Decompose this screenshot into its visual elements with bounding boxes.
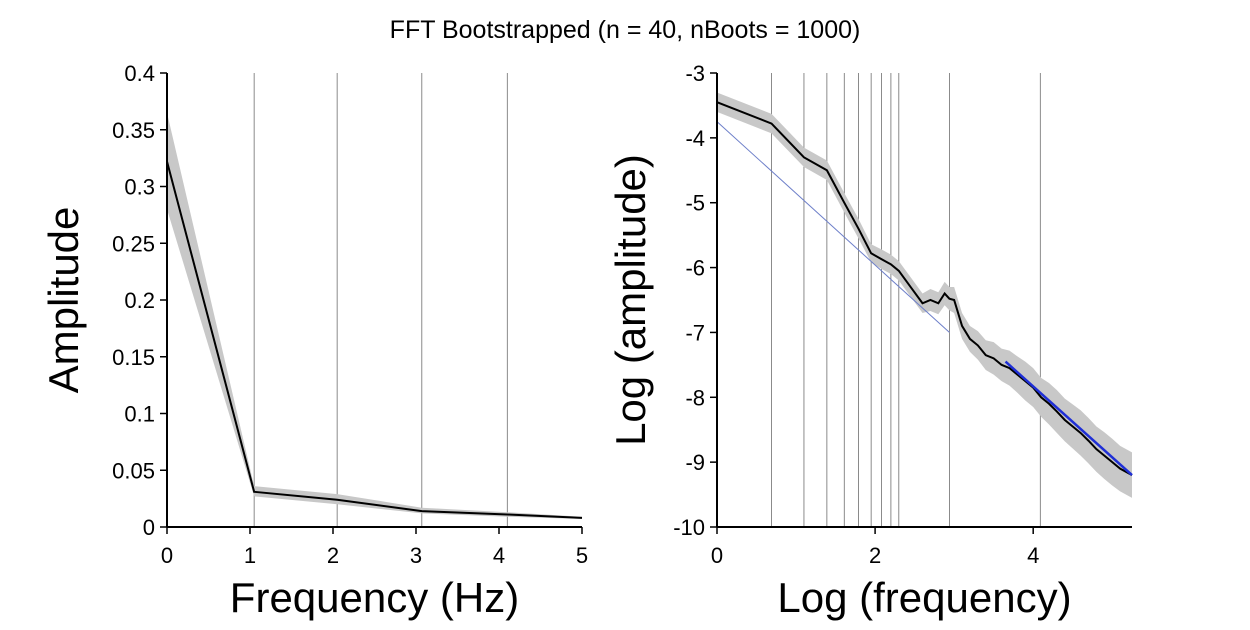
confidence-band-0 (167, 112, 582, 520)
series-line-0 (716, 101, 1133, 476)
y-tick-label: 0.15 (112, 345, 155, 370)
y-tick-label: -10 (673, 515, 705, 540)
figure-title: FFT Bootstrapped (n = 40, nBoots = 1000) (390, 16, 861, 44)
x-tick-label: 4 (1027, 543, 1039, 568)
y-axis-label: Log (amplitude) (607, 154, 654, 446)
y-tick-label: -7 (685, 320, 705, 345)
panel-linear: 0 0.05 0.1 0.15 0.2 0.25 0.3 0.35 0.4 0 1 2 3 4 5 Frequ… (40, 61, 588, 621)
y-tick-label: -4 (685, 126, 705, 151)
y-tick-label: 0.05 (112, 458, 155, 483)
y-tick-label: -5 (685, 191, 705, 216)
y-axis-label: Amplitude (40, 207, 87, 394)
x-tick-label: 0 (161, 543, 173, 568)
x-tick-label: 5 (576, 543, 588, 568)
y-tick-label: -9 (685, 450, 705, 475)
x-tick-label: 1 (244, 543, 256, 568)
y-tick-label: 0.1 (124, 402, 155, 427)
series-line-2 (1004, 360, 1133, 477)
y-tick-label: 0 (143, 515, 155, 540)
y-tick-label: -8 (685, 385, 705, 410)
y-tick-label: 0.25 (112, 231, 155, 256)
panel-log: -10 -9 -8 -7 -6 -5 -4 -3 0 2 4 Log (frequency) Log (… (607, 61, 1133, 621)
x-tick-label: 3 (410, 543, 422, 568)
x-axis-label: Frequency (Hz) (230, 574, 519, 621)
x-tick-label: 2 (869, 543, 881, 568)
x-tick-label: 0 (711, 543, 723, 568)
y-tick-label: 0.4 (124, 61, 155, 86)
confidence-band-0 (717, 92, 1132, 498)
x-tick-label: 4 (493, 543, 505, 568)
x-tick-label: 2 (327, 543, 339, 568)
y-tick-label: 0.2 (124, 288, 155, 313)
y-tick-label: -3 (685, 61, 705, 86)
y-tick-label: -6 (685, 256, 705, 281)
x-axis-label: Log (frequency) (777, 574, 1071, 621)
series-line-0 (166, 161, 583, 519)
series-line-1 (716, 121, 950, 333)
y-tick-label: 0.3 (124, 175, 155, 200)
y-tick-label: 0.35 (112, 118, 155, 143)
